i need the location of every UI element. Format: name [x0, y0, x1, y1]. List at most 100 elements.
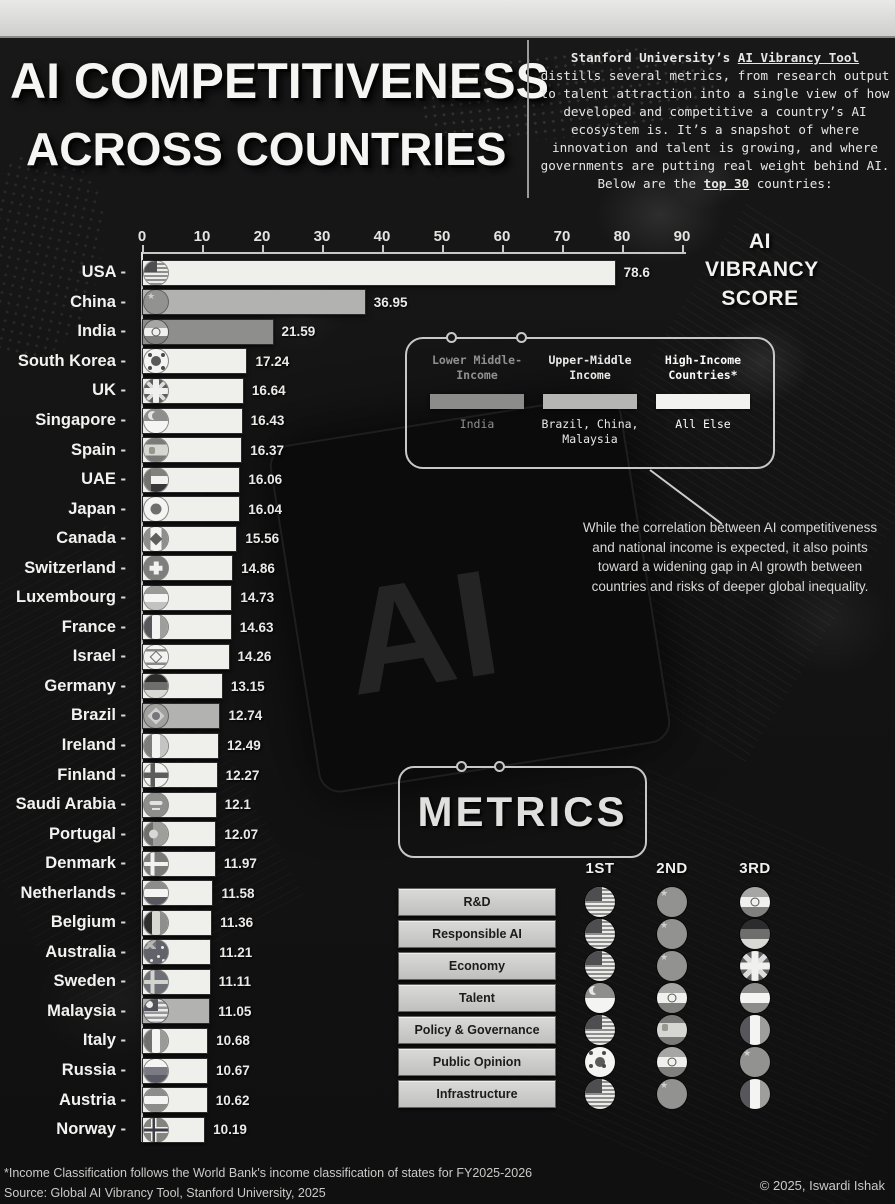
denmark-flag-icon — [144, 851, 168, 876]
malaysia-flag-icon — [144, 999, 168, 1024]
x-axis-tick-90: 90 — [673, 228, 691, 245]
bar-track-belgium: 11.36 — [142, 909, 253, 936]
bar-track-uae: 16.06 — [142, 466, 283, 493]
bar-track-italy: 10.68 — [142, 1027, 250, 1054]
bar-value-switzerland: 14.86 — [241, 560, 275, 576]
bar-track-canada: 15.56 — [142, 525, 280, 552]
legend-swatch-high-income-countries — [656, 394, 750, 409]
finland-flag-icon — [144, 763, 168, 788]
metric-label-r-d: R&D — [398, 888, 556, 916]
country-label-germany: Germany — [0, 677, 126, 696]
metric-row-policy-governance: Policy & Governance — [398, 1014, 818, 1046]
bar-row-switzerland: Switzerland 14.86 — [0, 553, 895, 583]
metric-responsible-ai-rank2-china-flag-icon — [657, 919, 687, 949]
bar-value-australia: 11.21 — [219, 944, 253, 960]
metric-label-public-opinion: Public Opinion — [398, 1048, 556, 1076]
bar-uae — [142, 466, 241, 493]
bar-row-norway: Norway 10.19 — [0, 1115, 895, 1145]
country-label-belgium: Belgium — [0, 913, 126, 932]
country-label-spain: Spain — [0, 441, 126, 460]
country-label-japan: Japan — [0, 500, 126, 519]
country-label-finland: Finland — [0, 766, 126, 785]
metrics-title: METRICS — [417, 788, 628, 835]
legend-group-high-income-countries: High-Income Countries* All Else — [647, 353, 759, 457]
metric-label-infrastructure: Infrastructure — [398, 1080, 556, 1108]
bar-germany — [142, 673, 223, 700]
bar-netherlands — [142, 880, 214, 907]
bar-row-brazil: Brazil 12.74 — [0, 701, 895, 731]
bar-spain — [142, 437, 243, 464]
bar-row-australia: Australia 11.21 — [0, 938, 895, 968]
bar-row-uk: UK 16.64 — [0, 376, 895, 406]
portugal-flag-icon — [144, 822, 168, 847]
x-axis-tick-0: 0 — [137, 228, 147, 245]
bar-norway — [142, 1116, 206, 1143]
bar-value-germany: 13.15 — [230, 678, 265, 694]
intro-top30: top 30 — [703, 176, 750, 192]
metric-r-d-rank3-india-flag-icon — [740, 887, 770, 917]
bar-track-china: 36.95 — [142, 289, 407, 316]
metric-infrastructure-rank3-france-flag-icon — [740, 1079, 770, 1109]
metrics-title-box: METRICS — [398, 766, 647, 858]
bar-italy — [142, 1027, 209, 1054]
chart-title-line2: VIBRANCY — [705, 258, 819, 282]
bar-value-luxembourg: 14.73 — [240, 590, 275, 606]
intro-lead: Stanford University’s — [570, 49, 738, 65]
bar-track-germany: 13.15 — [142, 673, 265, 700]
annotation-text: While the correlation between AI competi… — [582, 520, 878, 594]
x-axis-line — [142, 252, 686, 254]
legend-members-lower-middle-income: India — [459, 417, 495, 431]
bar-row-india: India 21.59 — [0, 317, 895, 347]
bar-value-norway: 10.19 — [213, 1122, 247, 1138]
metric-talent-rank1-singapore-flag-icon — [585, 983, 615, 1013]
bar-japan — [142, 496, 241, 523]
legend-title-high-income-countries: High-Income Countries* — [664, 353, 742, 382]
country-label-russia: Russia — [0, 1061, 126, 1080]
bar-value-saudi-arabia: 12.1 — [224, 797, 251, 813]
metrics-connector-dot — [456, 761, 467, 772]
bar-value-canada: 15.56 — [245, 531, 280, 547]
legend-title-lower-middle-income: Lower Middle-Income — [431, 353, 522, 382]
metric-r-d-rank1-usa-flag-icon — [585, 887, 615, 917]
germany-flag-icon — [144, 674, 168, 699]
bar-track-uk: 16.64 — [142, 377, 286, 404]
italy-flag-icon — [144, 1028, 168, 1053]
singapore-flag-icon — [144, 408, 168, 433]
uk-flag-icon — [144, 378, 168, 403]
metric-label-responsible-ai: Responsible AI — [398, 920, 556, 948]
metric-policy-governance-rank1-usa-flag-icon — [585, 1015, 615, 1045]
bar-track-ireland: 12.49 — [142, 732, 261, 759]
metric-row-public-opinion: Public Opinion — [398, 1046, 818, 1078]
bar-value-india: 21.59 — [281, 324, 316, 340]
x-axis-tick-marks — [142, 245, 685, 252]
bar-row-germany: Germany 13.15 — [0, 672, 895, 702]
bar-track-brazil: 12.74 — [142, 702, 262, 729]
x-axis-tick-labels: 0 10 20 30 40 50 60 70 80 90 — [0, 228, 895, 246]
bar-value-france: 14.63 — [239, 619, 274, 635]
bar-value-singapore: 16.43 — [250, 413, 285, 428]
bar-value-south-korea: 17.24 — [255, 353, 290, 369]
bar-australia — [142, 939, 212, 966]
bar-track-india: 21.59 — [142, 318, 316, 345]
metric-r-d-rank2-china-flag-icon — [657, 887, 687, 917]
bar-track-finland: 12.27 — [142, 762, 259, 789]
russia-flag-icon — [144, 1058, 168, 1083]
bar-value-usa: 78.6 — [623, 265, 650, 281]
country-label-luxembourg: Luxembourg — [0, 588, 126, 607]
x-axis-tick-40: 40 — [373, 228, 391, 245]
bar-value-uk: 16.64 — [251, 383, 286, 399]
bar-canada — [142, 525, 238, 552]
metric-public-opinion-rank1-south-korea-flag-icon — [585, 1047, 615, 1077]
bar-india — [142, 318, 274, 345]
legend-swatch-lower-middle-income — [430, 394, 524, 409]
bar-finland — [142, 762, 218, 789]
bar-track-austria: 10.62 — [142, 1087, 250, 1114]
bar-row-russia: Russia 10.67 — [0, 1056, 895, 1086]
bar-value-uae: 16.06 — [248, 472, 283, 488]
metric-infrastructure-rank2-china-flag-icon — [657, 1079, 687, 1109]
netherlands-flag-icon — [144, 881, 168, 906]
country-label-brazil: Brazil — [0, 706, 126, 725]
metric-economy-rank1-usa-flag-icon — [585, 951, 615, 981]
bar-track-portugal: 12.07 — [142, 821, 258, 848]
